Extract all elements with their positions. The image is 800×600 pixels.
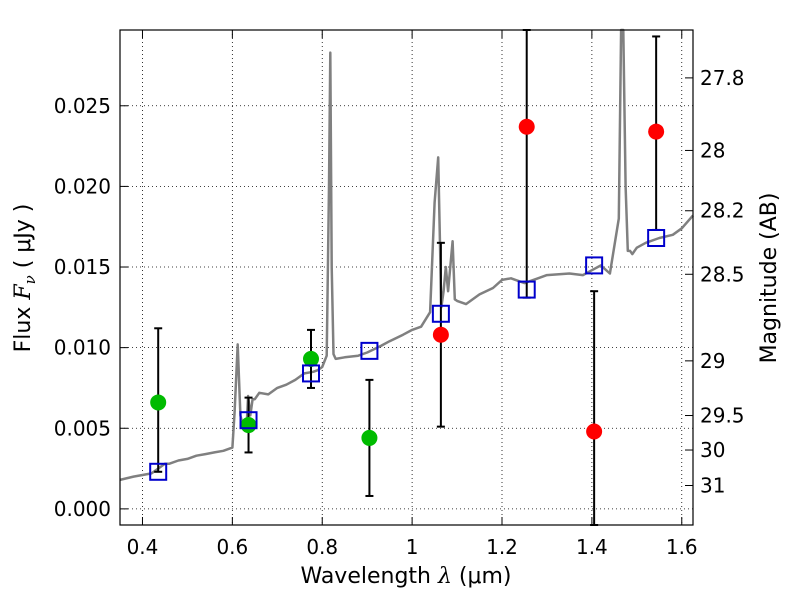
model-box-marker [239, 411, 258, 430]
photometry-point [150, 394, 167, 411]
x-tick-label: 1.2 [486, 535, 518, 559]
photometry-point [518, 118, 535, 135]
tick-labels: 0.4 0.6 0.8 1 1.2 1.4 1.6 0.000 0.005 0.010 0.015 0… [54, 66, 745, 559]
photometry-point [648, 123, 665, 140]
y-tick-label: 0.020 [54, 174, 111, 198]
x-tick-label: 0.8 [306, 535, 338, 559]
photometry-point [303, 350, 319, 367]
data-markers [149, 118, 666, 481]
y2-tick-label: 30 [700, 438, 725, 462]
y-tick-label: 0.005 [54, 416, 111, 440]
model-box-marker [585, 256, 604, 275]
y-axis-title: Flux Fν ( μJy ) [11, 204, 39, 353]
y2-tick-label: 31 [700, 473, 725, 497]
x-tick-label: 1.6 [666, 535, 698, 559]
y-tick-label: 0.015 [54, 255, 111, 279]
model-box-marker [302, 364, 320, 383]
y2-axis-title: Magnitude (AB) [757, 193, 782, 364]
x-tick-label: 1.4 [576, 535, 608, 559]
y2-tick-label: 29 [700, 349, 725, 373]
x-axis-title: Wavelength λ (μm) [300, 564, 511, 589]
model-box-marker [647, 228, 666, 247]
x-tick-label: 1 [406, 535, 419, 559]
photometry-point [361, 429, 378, 446]
y-tick-label: 0.025 [54, 94, 111, 118]
y2-tick-label: 28 [700, 138, 725, 162]
photometry-point [432, 326, 449, 343]
model-box-marker [431, 304, 450, 323]
y-tick-label: 0.010 [54, 336, 111, 360]
y2-tick-label: 28.2 [700, 199, 745, 223]
plot-frame [119, 29, 694, 526]
y2-tick-label: 28.5 [700, 262, 745, 286]
model-box-marker [517, 280, 536, 299]
photometry-point [240, 417, 257, 434]
model-box-marker [149, 462, 168, 481]
y2-tick-label: 29.5 [700, 404, 745, 428]
axis-ticks [120, 30, 693, 525]
plot-background [120, 30, 693, 525]
x-tick-label: 0.6 [216, 535, 248, 559]
y-tick-label: 0.000 [54, 497, 111, 521]
x-tick-label: 0.4 [127, 535, 159, 559]
y2-tick-label: 27.8 [700, 66, 745, 90]
model-box-marker [360, 341, 379, 360]
photometry-point [586, 423, 603, 440]
